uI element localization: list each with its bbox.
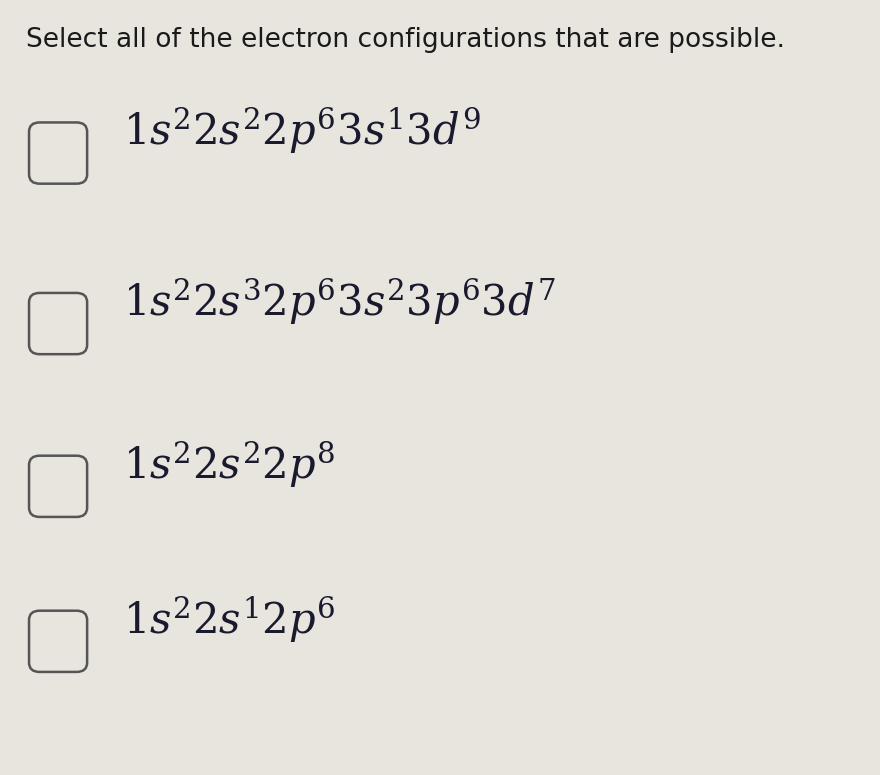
FancyBboxPatch shape (29, 611, 87, 672)
FancyBboxPatch shape (29, 122, 87, 184)
Text: $1s^22s^22p^63s^13d^9$: $1s^22s^22p^63s^13d^9$ (123, 105, 481, 157)
FancyBboxPatch shape (29, 293, 87, 354)
Text: $1s^22s^32p^63s^23p^63d^7$: $1s^22s^32p^63s^23p^63d^7$ (123, 276, 556, 327)
FancyBboxPatch shape (29, 456, 87, 517)
Text: $1s^22s^22p^8$: $1s^22s^22p^8$ (123, 439, 336, 490)
Text: Select all of the electron configurations that are possible.: Select all of the electron configuration… (26, 27, 785, 53)
Text: $1s^22s^12p^6$: $1s^22s^12p^6$ (123, 594, 336, 645)
